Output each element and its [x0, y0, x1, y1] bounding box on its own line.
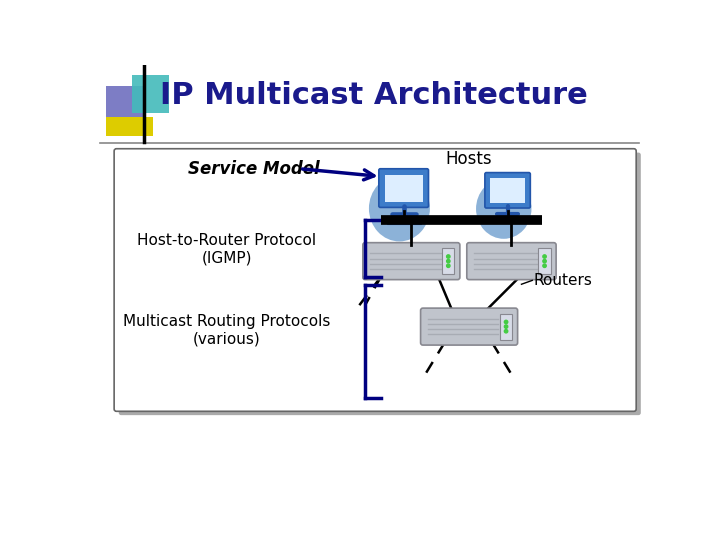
Bar [442, 248, 454, 274]
Circle shape [505, 329, 508, 333]
Bar [387, 216, 420, 225]
FancyBboxPatch shape [485, 173, 531, 208]
Bar [490, 178, 525, 202]
Bar [384, 174, 423, 201]
FancyBboxPatch shape [467, 242, 556, 280]
Circle shape [446, 259, 450, 263]
Bar [492, 215, 523, 224]
Circle shape [505, 325, 508, 328]
Polygon shape [106, 117, 153, 136]
FancyBboxPatch shape [114, 148, 636, 411]
Circle shape [543, 264, 546, 267]
Circle shape [543, 255, 546, 258]
Ellipse shape [369, 176, 430, 241]
Text: Host-to-Router Protocol
(IGMP): Host-to-Router Protocol (IGMP) [137, 233, 316, 266]
Polygon shape [106, 86, 145, 125]
Text: Hosts: Hosts [446, 150, 492, 168]
Bar [539, 248, 551, 274]
Circle shape [543, 259, 546, 263]
Ellipse shape [476, 179, 531, 239]
FancyBboxPatch shape [420, 308, 518, 345]
Circle shape [446, 264, 450, 267]
FancyBboxPatch shape [379, 168, 428, 207]
Text: Service Model: Service Model [188, 160, 320, 178]
Text: IP Multicast Architecture: IP Multicast Architecture [160, 81, 588, 110]
Circle shape [505, 320, 508, 323]
FancyBboxPatch shape [363, 242, 460, 280]
Polygon shape [132, 75, 168, 112]
Text: Routers: Routers [533, 273, 592, 288]
FancyBboxPatch shape [119, 153, 641, 415]
Bar [500, 314, 512, 340]
Circle shape [446, 255, 450, 258]
Text: Multicast Routing Protocols
(various): Multicast Routing Protocols (various) [123, 314, 330, 347]
